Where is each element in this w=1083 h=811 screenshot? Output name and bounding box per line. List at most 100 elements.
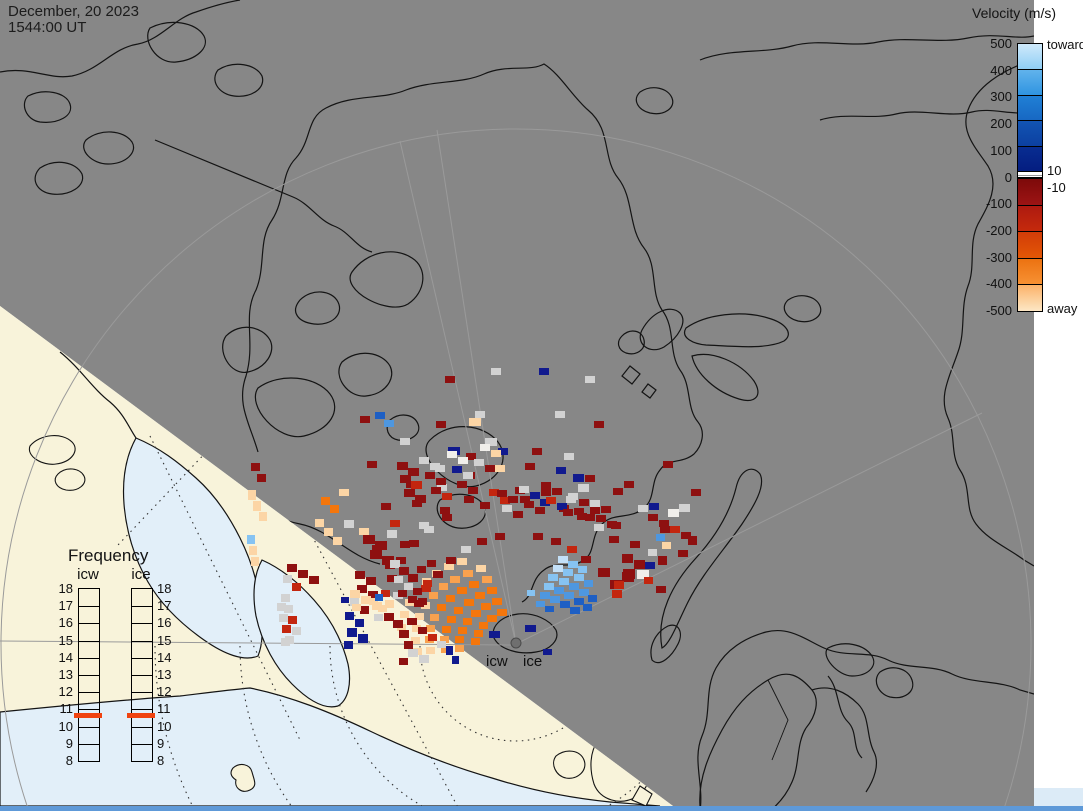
scatter-cell bbox=[407, 618, 417, 625]
scatter-cell bbox=[688, 536, 697, 545]
scatter-cell bbox=[645, 562, 655, 569]
scatter-cell bbox=[548, 574, 558, 581]
scatter-cell bbox=[558, 556, 568, 563]
scatter-cell bbox=[282, 625, 291, 633]
frequency-bar-ice bbox=[131, 588, 153, 762]
velocity-tick-label: -300 bbox=[985, 249, 1012, 265]
scatter-cell bbox=[497, 609, 507, 616]
scatter-cell bbox=[344, 520, 354, 528]
scatter-cell bbox=[347, 628, 357, 637]
scatter-cell bbox=[544, 583, 554, 590]
scatter-cell bbox=[584, 580, 593, 587]
scatter-cell bbox=[574, 598, 584, 605]
day-region bbox=[0, 306, 673, 806]
scatter-cell bbox=[421, 602, 430, 609]
scatter-cell bbox=[350, 590, 360, 598]
scatter-cell bbox=[366, 577, 376, 585]
scatter-cell bbox=[624, 481, 634, 488]
scatter-cell bbox=[382, 556, 394, 565]
corner-sea bbox=[1030, 788, 1083, 811]
scatter-cell bbox=[333, 537, 342, 545]
scatter-cell bbox=[390, 560, 400, 568]
map-label-ice: ice bbox=[523, 653, 542, 670]
scatter-cell bbox=[425, 472, 435, 479]
scatter-cell bbox=[444, 563, 454, 570]
velocity-zero-band bbox=[1018, 170, 1042, 178]
scatter-cell bbox=[541, 482, 551, 489]
frequency-col-ice-label: ice bbox=[131, 566, 151, 583]
scatter-cell bbox=[292, 583, 301, 591]
frequency-panel-title: Frequency bbox=[68, 546, 149, 565]
velocity-tick-label: 0 bbox=[1004, 169, 1012, 185]
scatter-cell bbox=[594, 524, 604, 531]
scatter-cell bbox=[471, 610, 481, 617]
scatter-cell bbox=[384, 613, 394, 621]
scatter-cell bbox=[358, 634, 368, 643]
scatter-cell bbox=[543, 649, 552, 655]
scatter-cell bbox=[489, 489, 499, 496]
scatter-cell bbox=[455, 636, 464, 643]
frequency-marker-ice bbox=[127, 713, 155, 719]
scatter-cell bbox=[560, 601, 570, 608]
scatter-cell bbox=[474, 630, 483, 637]
scatter-cell bbox=[476, 565, 486, 572]
scatter-cell bbox=[424, 526, 434, 533]
scatter-cell bbox=[393, 620, 403, 628]
scatter-cell bbox=[540, 499, 550, 506]
scatter-cell bbox=[480, 444, 490, 451]
night-region bbox=[0, 0, 1034, 806]
frequency-col-icw-label: icw bbox=[77, 566, 99, 583]
frequency-bar-tick bbox=[79, 726, 99, 728]
scatter-cell bbox=[368, 591, 378, 599]
scatter-cell bbox=[400, 475, 411, 483]
scatter-cell bbox=[419, 522, 429, 529]
scatter-cell bbox=[556, 467, 566, 474]
scatter-cell bbox=[248, 490, 256, 500]
velocity-colorbar-segment bbox=[1018, 284, 1042, 311]
scatter-cell bbox=[417, 566, 426, 573]
scatter-cell bbox=[359, 528, 369, 535]
scatter-cell bbox=[398, 590, 407, 597]
scatter-cell bbox=[681, 532, 691, 539]
scatter-cell bbox=[411, 481, 422, 489]
scatter-cell bbox=[658, 556, 667, 565]
scatter-cell bbox=[585, 514, 595, 521]
frequency-tick-label: 18 bbox=[58, 581, 73, 596]
scatter-cell bbox=[622, 554, 633, 563]
scatter-cell bbox=[279, 614, 288, 622]
scatter-cell bbox=[577, 513, 587, 520]
scatter-cell bbox=[457, 558, 467, 565]
scatter-cell bbox=[563, 569, 573, 576]
scatter-cell bbox=[408, 468, 419, 476]
scatter-cell bbox=[519, 486, 529, 493]
scatter-cell bbox=[357, 585, 367, 593]
day-island bbox=[230, 763, 256, 792]
scatter-cell bbox=[399, 630, 409, 638]
scatter-cell bbox=[585, 376, 595, 383]
scatter-cell bbox=[520, 496, 530, 503]
scatter-cells bbox=[247, 368, 701, 665]
scatter-cell bbox=[292, 627, 301, 635]
scatter-cell bbox=[564, 592, 574, 599]
scatter-cell bbox=[568, 493, 578, 500]
frequency-tick-label: 12 bbox=[157, 684, 172, 700]
scatter-cell bbox=[524, 501, 534, 508]
frequency-tick-label: 8 bbox=[157, 753, 165, 768]
scatter-cell bbox=[361, 596, 371, 604]
frequency-marker-icw bbox=[74, 713, 102, 719]
frequency-tick-label: 18 bbox=[157, 581, 172, 596]
frequency-bar-icw bbox=[78, 588, 100, 762]
frequency-bar-tick bbox=[132, 743, 152, 745]
scatter-cell bbox=[607, 521, 617, 528]
scatter-cell bbox=[428, 634, 437, 641]
scatter-cell bbox=[445, 376, 455, 383]
scatter-cell bbox=[355, 571, 365, 579]
scatter-cell bbox=[408, 596, 417, 603]
ireland bbox=[553, 750, 586, 779]
scatter-cell bbox=[437, 641, 446, 648]
scatter-cell bbox=[648, 549, 657, 556]
scatter-cell bbox=[454, 607, 463, 614]
scatter-cell bbox=[630, 541, 640, 548]
iceland-coast bbox=[492, 613, 558, 654]
